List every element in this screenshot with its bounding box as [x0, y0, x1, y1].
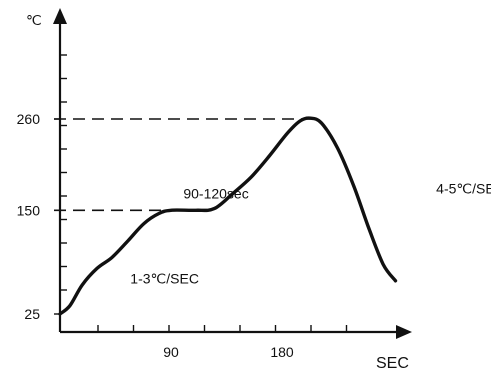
- y-axis-label: ℃: [26, 12, 42, 28]
- annotation-label: 4-5℃/SEC: [436, 181, 491, 197]
- x-axis-arrow: [396, 325, 412, 339]
- x-tick-label: 90: [163, 344, 179, 360]
- y-tick-label: 150: [17, 202, 41, 218]
- labels-layer: 25 150 260 90 180 ℃ SEC 90-120sec 1-3℃/SEC 4-5℃/S…: [17, 12, 491, 372]
- x-axis-label: SEC: [376, 355, 409, 371]
- temperature-profile-line: [58, 116, 398, 316]
- reference-lines-layer: [54, 118, 311, 212]
- y-axis-arrow: [53, 8, 67, 24]
- annotation-label: 1-3℃/SEC: [130, 270, 199, 286]
- y-tick-label: 25: [24, 306, 40, 322]
- x-tick-label: 180: [270, 344, 294, 360]
- axes-layer: [53, 8, 412, 339]
- y-tick-label: 260: [17, 111, 41, 127]
- series-layer: [58, 116, 398, 316]
- annotation-label: 90-120sec: [183, 186, 248, 202]
